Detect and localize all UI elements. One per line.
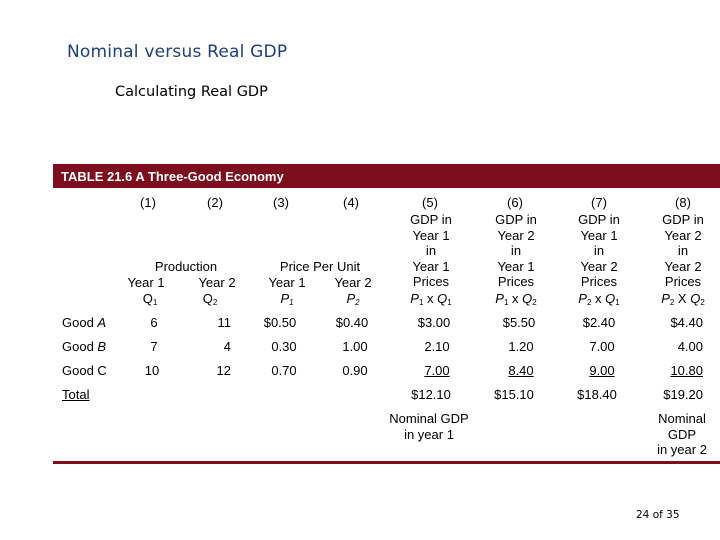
production-header: Production bbox=[154, 259, 218, 274]
gdp-header-col7: GDP in Year 1 in Year 2 Prices bbox=[578, 212, 620, 289]
row-label-good-b: Good B bbox=[62, 339, 107, 354]
p2-symbol: P2 bbox=[346, 291, 360, 307]
cell-q2: 12 bbox=[216, 363, 231, 378]
gdp-header-col8: GDP in Year 2 in Year 2 Prices bbox=[662, 212, 704, 289]
column-number-5: (5) bbox=[422, 195, 438, 210]
gdp-header-col6: GDP in Year 2 in Year 1 Prices bbox=[495, 212, 537, 289]
gdp-formula-col5: P1 x Q1 bbox=[410, 291, 452, 307]
total-label: Total bbox=[62, 387, 90, 402]
q1-symbol: Q1 bbox=[142, 291, 158, 307]
total-col5: $12.10 bbox=[411, 387, 451, 402]
slide-subtitle: Calculating Real GDP bbox=[115, 84, 268, 100]
table-bottom-rule bbox=[53, 461, 720, 464]
year1-label-production: Year 1 bbox=[127, 275, 165, 290]
cell-col5: 2.10 bbox=[424, 339, 450, 354]
q2-symbol: Q2 bbox=[202, 291, 218, 307]
cell-col8: $4.40 bbox=[670, 315, 703, 330]
column-number-7: (7) bbox=[591, 195, 607, 210]
cell-col7: $2.40 bbox=[582, 315, 616, 330]
note-nominal-gdp-year1: Nominal GDP in year 1 bbox=[389, 411, 469, 442]
gdp-formula-col6: P1 x Q2 bbox=[495, 291, 537, 307]
cell-col7: 7.00 bbox=[589, 339, 615, 354]
total-col8: $19.20 bbox=[663, 387, 703, 402]
gdp-header-col5: GDP in Year 1 in Year 1 Prices bbox=[410, 212, 452, 289]
year2-label-price: Year 2 bbox=[334, 275, 372, 290]
cell-col5: 7.00 bbox=[424, 363, 450, 378]
cell-col6: $5.50 bbox=[502, 315, 536, 330]
gdp-formula-col8: P2 X Q2 bbox=[661, 291, 705, 307]
cell-p2: 1.00 bbox=[342, 339, 368, 354]
price-per-unit-header: Price Per Unit bbox=[279, 259, 361, 274]
column-number-4: (4) bbox=[343, 195, 359, 210]
cell-q1: 10 bbox=[144, 363, 160, 378]
cell-col6: 8.40 bbox=[508, 363, 534, 378]
total-col7: $18.40 bbox=[577, 387, 617, 402]
column-number-8: (8) bbox=[675, 195, 691, 210]
cell-q1: 6 bbox=[150, 315, 158, 330]
cell-p1: 0.30 bbox=[271, 339, 297, 354]
cell-p1: $0.50 bbox=[263, 315, 297, 330]
column-number-6: (6) bbox=[507, 195, 523, 210]
cell-p1: 0.70 bbox=[271, 363, 297, 378]
column-number-3: (3) bbox=[273, 195, 289, 210]
cell-p2: $0.40 bbox=[335, 315, 369, 330]
row-label-good-c: Good C bbox=[62, 363, 107, 378]
column-number-1: (1) bbox=[140, 195, 156, 210]
cell-p2: 0.90 bbox=[342, 363, 368, 378]
note-nominal-gdp-year2: Nominal GDP in year 2 bbox=[657, 411, 707, 457]
cell-col7: 9.00 bbox=[589, 363, 615, 378]
year1-label-price: Year 1 bbox=[268, 275, 306, 290]
gdp-formula-col7: P2 x Q1 bbox=[578, 291, 620, 307]
cell-col5: $3.00 bbox=[417, 315, 451, 330]
cell-q1: 7 bbox=[150, 339, 158, 354]
cell-col8: 4.00 bbox=[677, 339, 703, 354]
table-caption-banner: TABLE 21.6 A Three-Good Economy bbox=[53, 164, 720, 188]
cell-col6: 1.20 bbox=[508, 339, 534, 354]
cell-q2: 11 bbox=[217, 315, 232, 330]
p1-symbol: P1 bbox=[280, 291, 294, 307]
total-col6: $15.10 bbox=[494, 387, 534, 402]
table-caption: TABLE 21.6 A Three-Good Economy bbox=[61, 169, 284, 184]
column-number-2: (2) bbox=[207, 195, 223, 210]
cell-q2: 4 bbox=[223, 339, 231, 354]
row-label-good-a: Good A bbox=[62, 315, 107, 330]
slide-title: Nominal versus Real GDP bbox=[67, 42, 288, 62]
page-number: 24 of 35 bbox=[636, 509, 680, 521]
cell-col8: 10.80 bbox=[670, 363, 703, 378]
year2-label-production: Year 2 bbox=[198, 275, 236, 290]
